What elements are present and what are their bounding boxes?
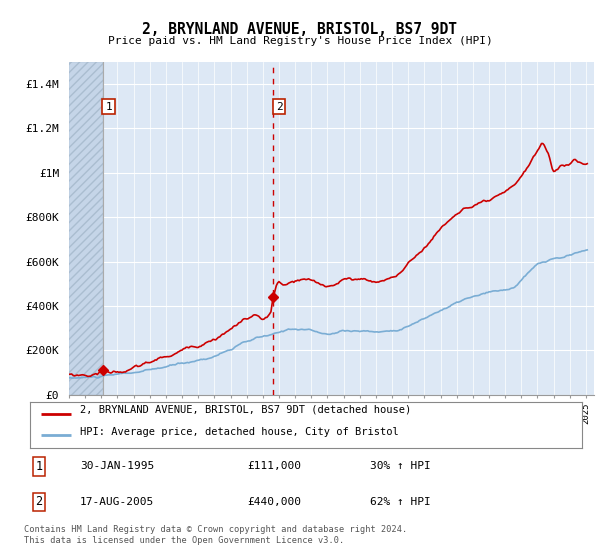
Text: £440,000: £440,000 <box>247 497 301 507</box>
Text: 2: 2 <box>275 101 283 111</box>
Text: 2, BRYNLAND AVENUE, BRISTOL, BS7 9DT: 2, BRYNLAND AVENUE, BRISTOL, BS7 9DT <box>143 22 458 38</box>
Text: 30% ↑ HPI: 30% ↑ HPI <box>370 461 431 472</box>
Text: 62% ↑ HPI: 62% ↑ HPI <box>370 497 431 507</box>
Text: £111,000: £111,000 <box>247 461 301 472</box>
Text: 1: 1 <box>35 460 42 473</box>
Bar <box>69 62 103 395</box>
Text: 2, BRYNLAND AVENUE, BRISTOL, BS7 9DT (detached house): 2, BRYNLAND AVENUE, BRISTOL, BS7 9DT (de… <box>80 405 411 415</box>
Text: Price paid vs. HM Land Registry's House Price Index (HPI): Price paid vs. HM Land Registry's House … <box>107 36 493 46</box>
Text: 30-JAN-1995: 30-JAN-1995 <box>80 461 154 472</box>
Text: 2: 2 <box>35 496 42 508</box>
Text: HPI: Average price, detached house, City of Bristol: HPI: Average price, detached house, City… <box>80 427 398 437</box>
Text: Contains HM Land Registry data © Crown copyright and database right 2024.
This d: Contains HM Land Registry data © Crown c… <box>24 525 407 545</box>
Text: 17-AUG-2005: 17-AUG-2005 <box>80 497 154 507</box>
Text: 1: 1 <box>105 101 112 111</box>
